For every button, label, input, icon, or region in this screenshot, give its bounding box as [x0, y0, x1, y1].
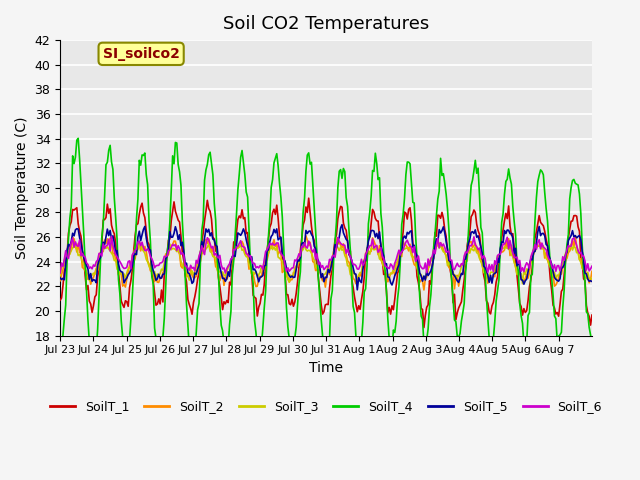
SoilT_6 — [56, 270, 64, 276]
Legend: SoilT_1, SoilT_2, SoilT_3, SoilT_4, SoilT_5, SoilT_6: SoilT_1, SoilT_2, SoilT_3, SoilT_4, Soil… — [45, 395, 607, 418]
SoilT_2 — [436, 240, 444, 246]
SoilT_5 — [91, 277, 99, 283]
X-axis label: Time: Time — [309, 361, 343, 375]
SoilT_5 — [330, 252, 337, 258]
SoilT_6 — [333, 244, 340, 250]
SoilT_6 — [587, 266, 595, 272]
SoilT_1 — [517, 304, 525, 310]
SoilT_5 — [56, 275, 64, 281]
SoilT_1 — [56, 297, 64, 303]
SoilT_1 — [332, 237, 339, 242]
SoilT_5 — [353, 287, 361, 293]
SoilT_3 — [518, 281, 526, 287]
SoilT_6 — [91, 264, 99, 269]
Text: SI_soilco2: SI_soilco2 — [102, 47, 180, 61]
Line: SoilT_3: SoilT_3 — [60, 243, 592, 284]
SoilT_6 — [108, 234, 115, 240]
SoilT_2 — [74, 240, 82, 246]
SoilT_4 — [438, 173, 446, 179]
SoilT_3 — [56, 273, 64, 278]
SoilT_5 — [587, 278, 595, 284]
SoilT_5 — [438, 228, 446, 233]
SoilT_5 — [588, 278, 596, 284]
SoilT_3 — [436, 242, 444, 248]
SoilT_3 — [587, 275, 595, 281]
SoilT_1 — [420, 324, 428, 330]
SoilT_4 — [56, 367, 64, 372]
SoilT_1 — [74, 221, 82, 227]
SoilT_3 — [588, 276, 596, 282]
SoilT_4 — [94, 326, 102, 332]
SoilT_2 — [420, 287, 428, 293]
SoilT_4 — [517, 313, 525, 319]
SoilT_2 — [56, 278, 64, 284]
SoilT_6 — [517, 268, 525, 274]
Title: Soil CO2 Temperatures: Soil CO2 Temperatures — [223, 15, 429, 33]
SoilT_5 — [517, 277, 525, 283]
SoilT_3 — [74, 252, 82, 258]
SoilT_1 — [587, 322, 595, 328]
SoilT_6 — [588, 263, 596, 269]
SoilT_1 — [305, 195, 312, 201]
SoilT_4 — [90, 371, 97, 377]
SoilT_6 — [438, 243, 446, 249]
Line: SoilT_5: SoilT_5 — [60, 225, 592, 290]
SoilT_2 — [587, 277, 595, 283]
SoilT_1 — [91, 294, 99, 300]
Line: SoilT_6: SoilT_6 — [60, 237, 592, 273]
SoilT_5 — [74, 226, 82, 232]
SoilT_2 — [572, 233, 579, 239]
SoilT_6 — [74, 243, 82, 249]
SoilT_4 — [74, 135, 82, 141]
SoilT_4 — [587, 332, 595, 338]
SoilT_1 — [588, 312, 596, 318]
Line: SoilT_2: SoilT_2 — [60, 236, 592, 290]
SoilT_2 — [330, 253, 337, 259]
SoilT_2 — [516, 270, 524, 276]
SoilT_3 — [516, 271, 524, 277]
SoilT_1 — [438, 209, 446, 215]
SoilT_6 — [221, 270, 229, 276]
Line: SoilT_1: SoilT_1 — [60, 198, 592, 327]
Y-axis label: Soil Temperature (C): Soil Temperature (C) — [15, 117, 29, 259]
SoilT_4 — [588, 340, 596, 346]
Line: SoilT_4: SoilT_4 — [60, 138, 592, 374]
SoilT_5 — [338, 222, 346, 228]
SoilT_4 — [333, 219, 340, 225]
SoilT_3 — [91, 271, 99, 277]
SoilT_3 — [332, 251, 339, 256]
SoilT_2 — [91, 270, 99, 276]
SoilT_3 — [137, 240, 145, 246]
SoilT_2 — [588, 268, 596, 274]
SoilT_4 — [76, 156, 83, 162]
